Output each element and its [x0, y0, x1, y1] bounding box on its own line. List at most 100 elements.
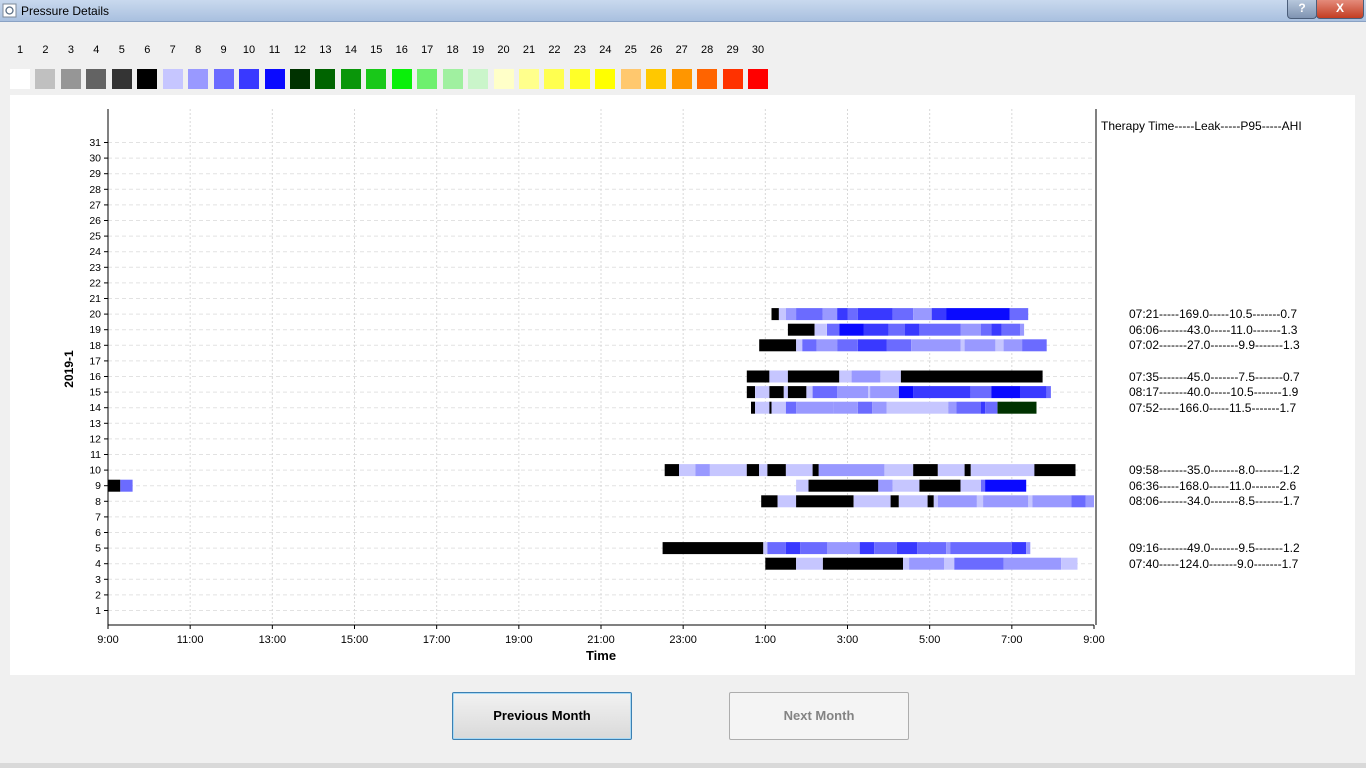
pressure-segment	[783, 386, 788, 399]
pressure-segment	[1034, 464, 1076, 477]
pressure-segment	[827, 542, 860, 555]
legend-number: 15	[370, 44, 383, 56]
stat-line: 08:17-------40.0-----10.5-------1.9	[1129, 385, 1299, 400]
pressure-segment	[937, 495, 977, 508]
pressure-segment	[946, 308, 979, 321]
pressure-segment	[981, 323, 992, 336]
pressure-segment	[1001, 323, 1021, 336]
pressure-segment	[886, 401, 949, 414]
legend-number: 27	[675, 44, 688, 56]
next-month-button[interactable]: Next Month	[729, 692, 909, 740]
pressure-segment	[765, 557, 797, 570]
legend-swatch	[595, 69, 616, 89]
pressure-segment	[751, 401, 756, 414]
pressure-segment	[847, 308, 858, 321]
close-button[interactable]: X	[1316, 0, 1364, 19]
pressure-segment	[995, 339, 1004, 352]
pressure-segment	[662, 542, 764, 555]
y-tick-label: 26	[89, 215, 101, 227]
pressure-segment	[1071, 495, 1086, 508]
pressure-segment	[892, 479, 920, 492]
pressure-segment	[1028, 495, 1033, 508]
legend-number: 5	[118, 44, 125, 56]
pressure-segment	[802, 339, 817, 352]
legend-swatch	[188, 69, 209, 89]
pressure-segment	[944, 557, 955, 570]
legend-number: 14	[344, 44, 357, 56]
y-tick-label: 30	[89, 153, 101, 165]
pressure-segment	[985, 479, 1027, 492]
pressure-segment	[767, 542, 786, 555]
pressure-segment	[991, 323, 1002, 336]
help-button[interactable]: ?	[1287, 0, 1317, 19]
y-tick-label: 5	[95, 543, 101, 555]
legend-number: 11	[268, 44, 281, 56]
legend-swatch	[391, 69, 412, 89]
legend-number: 16	[395, 44, 408, 56]
pressure-segment	[1011, 542, 1027, 555]
legend-swatch	[366, 69, 387, 89]
pressure-segment	[808, 479, 879, 492]
pressure-segment	[785, 464, 813, 477]
pressure-segment	[964, 339, 996, 352]
y-tick-label: 18	[89, 340, 101, 352]
pressure-segment	[839, 370, 852, 383]
pressure-segment	[833, 401, 858, 414]
legend-number: 22	[548, 44, 561, 56]
stat-line: 07:40-----124.0-------9.0-------1.7	[1129, 556, 1299, 571]
pressure-segment	[900, 370, 1043, 383]
legend-swatch	[264, 69, 285, 89]
legend-swatch	[544, 69, 565, 89]
y-tick-label: 4	[95, 558, 101, 570]
y-tick-label: 16	[89, 371, 101, 383]
pressure-segment	[991, 386, 1021, 399]
pressure-segment	[759, 464, 768, 477]
pressure-segment	[857, 308, 893, 321]
y-tick-label: 13	[89, 418, 101, 430]
pressure-segment	[769, 386, 784, 399]
pressure-segment	[863, 323, 889, 336]
pressure-segment	[1032, 495, 1072, 508]
pressure-segment	[1020, 386, 1047, 399]
x-tick-label: 11:00	[177, 634, 204, 646]
pressure-segment	[979, 308, 1010, 321]
pressure-segment	[870, 386, 899, 399]
y-tick-label: 15	[89, 387, 101, 399]
y-axis-title: 2019-1	[62, 350, 76, 388]
y-tick-label: 24	[89, 246, 101, 258]
pressure-segment	[868, 386, 871, 399]
pressure-segment	[746, 370, 770, 383]
pressure-segment	[905, 323, 920, 336]
pressure-segment	[851, 370, 881, 383]
pressure-segment	[880, 370, 901, 383]
pressure-segment	[822, 308, 838, 321]
pressure-segment	[679, 464, 696, 477]
legend-swatch	[315, 69, 336, 89]
pressure-segment	[857, 401, 873, 414]
legend-swatch	[239, 69, 260, 89]
legend-number: 21	[522, 44, 536, 56]
pressure-segment	[960, 339, 965, 352]
pressure-segment	[950, 542, 1012, 555]
x-tick-label: 23:00	[669, 634, 697, 646]
pressure-segment	[948, 401, 957, 414]
legend-swatch	[671, 69, 692, 89]
pressure-segment	[1009, 308, 1021, 321]
y-tick-label: 31	[89, 137, 101, 149]
pressure-segment	[812, 464, 819, 477]
previous-month-button[interactable]: Previous Month	[452, 692, 632, 740]
pressure-segment	[985, 401, 998, 414]
pressure-segment	[997, 401, 1037, 414]
pressure-segment	[777, 495, 797, 508]
legend-number: 20	[497, 44, 510, 56]
legend-number: 17	[421, 44, 434, 56]
title-bar[interactable]: Pressure Details ? X	[0, 0, 1366, 22]
legend-number: 10	[242, 44, 256, 56]
legend-number: 29	[726, 44, 739, 56]
pressure-segment	[806, 386, 813, 399]
pressure-segment	[664, 464, 680, 477]
pressure-segment	[746, 464, 760, 477]
pressure-segment	[837, 339, 858, 352]
legend-number: 12	[293, 44, 307, 56]
legend-number: 24	[599, 44, 612, 56]
